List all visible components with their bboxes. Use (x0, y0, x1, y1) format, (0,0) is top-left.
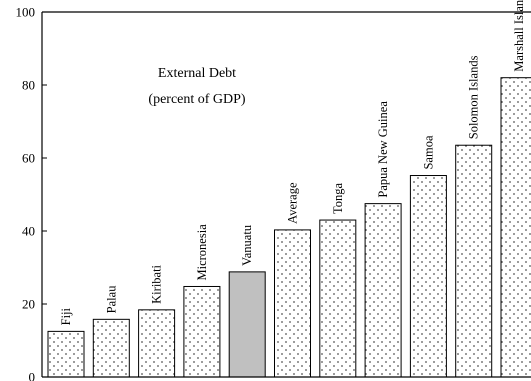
bar-solomon-islands (455, 144, 493, 378)
bar-papua-new-guinea (364, 203, 402, 378)
bar-samoa (409, 175, 447, 378)
category-label-average: Average (286, 182, 300, 224)
bar-average (274, 229, 311, 378)
chart-subtitle: (percent of GDP) (148, 92, 246, 107)
category-label-samoa: Samoa (421, 135, 435, 169)
y-tick-label-40: 40 (22, 224, 35, 239)
chart-title: External Debt (158, 66, 236, 81)
bar-palau (92, 318, 130, 378)
bar-marshall-islands (500, 77, 531, 378)
bar-vanuatu (228, 271, 266, 378)
bar-micronesia (183, 285, 221, 378)
category-label-solomon-islands: Solomon Islands (467, 55, 481, 139)
category-labels-layer: Fiji Palau Kiribati Micronesia Vanuatu Averag… (59, 0, 526, 325)
category-label-kiribati: Kiribati (150, 264, 164, 303)
bars-layer (47, 77, 531, 378)
category-label-marshall-islands: Marshall Islands (512, 0, 526, 72)
bar-fiji (47, 330, 85, 378)
y-tick-label-60: 60 (22, 151, 35, 166)
y-tick-label-20: 20 (22, 297, 35, 312)
category-label-tonga: Tonga (331, 183, 345, 215)
bar-tonga (319, 219, 357, 378)
category-label-vanuatu: Vanuatu (240, 224, 254, 266)
y-tick-label-100: 100 (16, 5, 36, 20)
y-tick-label-80: 80 (22, 78, 35, 93)
category-label-fiji: Fiji (59, 307, 73, 325)
category-label-micronesia: Micronesia (195, 224, 209, 281)
axis-layer: 0 20 40 60 80 100 (16, 5, 531, 381)
category-label-palau: Palau (104, 285, 118, 314)
bar-kiribati (138, 309, 176, 378)
category-label-papua-new-guinea: Papua New Guinea (376, 101, 390, 198)
y-tick-label-0: 0 (29, 370, 36, 381)
